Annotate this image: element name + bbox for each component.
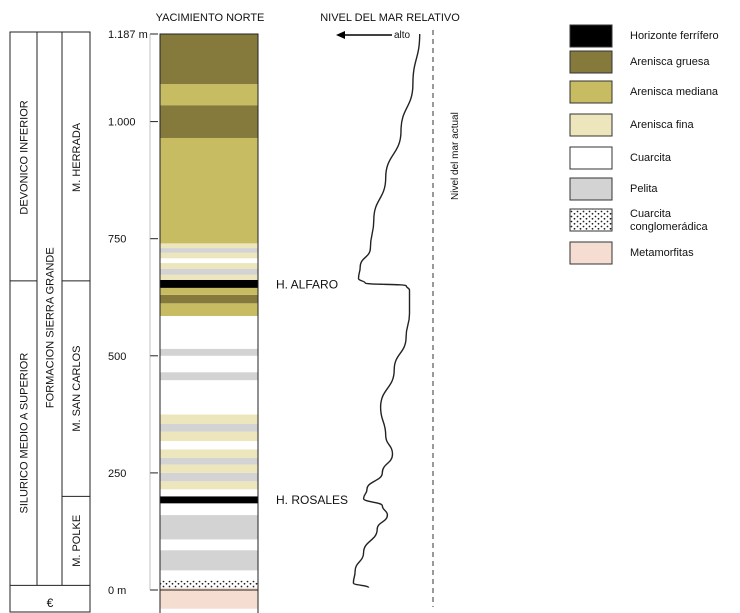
column-layer-arenisca-fina: [160, 449, 258, 458]
column-layer-pelita: [160, 457, 258, 465]
column-layer-arenisca-mediana: [160, 84, 258, 106]
legend-label: Pelita: [630, 183, 658, 195]
lithologic-column: [159, 33, 259, 613]
column-layer-arenisca-fina: [160, 243, 258, 249]
column-layer-arenisca-gruesa: [160, 34, 258, 85]
scale-tick-label: 0 m: [108, 585, 126, 597]
legend-swatch-arenisca-fina: [569, 113, 613, 137]
column-layer-horizonte-ferrifero: [160, 279, 258, 288]
horizon-markers: H. ALFARO H. ROSALES: [276, 278, 348, 507]
horizon-label: H. ALFARO: [276, 278, 338, 292]
legend-label: Arenisca mediana: [630, 86, 719, 98]
column-layer-pelita: [160, 550, 258, 571]
column-layer-arenisca-gruesa: [160, 294, 258, 304]
column-layer-pelita: [160, 423, 258, 432]
column-layer-arenisca-fina: [160, 414, 258, 424]
column-layer-cuarcita-conglomeradica: [160, 580, 258, 588]
column-layer-cuarcita: [160, 503, 258, 516]
column-layer-cuarcita: [160, 315, 258, 349]
legend-swatch-arenisca-mediana: [569, 80, 613, 104]
sea-level-title: NIVEL DEL MAR RELATIVO: [320, 12, 460, 24]
column-layer-pelita: [160, 372, 258, 381]
column-layer-cuarcita: [160, 380, 258, 415]
scale-tick-label: 750: [108, 234, 126, 246]
column-layer-cuarcita: [160, 441, 258, 450]
legend-label: Arenisca fina: [630, 119, 694, 131]
column-layer-pelita: [160, 248, 258, 253]
legend-label: Metamorfitas: [630, 247, 694, 259]
stratigraphy-panels: DEVONICO INFERIOR SILURICO MEDIO A SUPERI…: [9, 31, 91, 613]
column-outline: [159, 33, 259, 613]
formation-label: FORMACION SIERRA GRANDE: [45, 247, 57, 408]
column-layer-pelita: [160, 472, 258, 482]
column-layer-pelita: [160, 348, 258, 356]
legend-swatch-metamorfitas: [569, 241, 613, 265]
legend-label: Arenisca gruesa: [630, 56, 710, 68]
column-layer-arenisca-gruesa: [160, 105, 258, 138]
column-title: YACIMIENTO NORTE: [156, 12, 265, 24]
arrow-left-icon: [336, 31, 345, 39]
scale-tick-label: 1.187 m: [108, 29, 148, 41]
column-layer-cuarcita: [160, 539, 258, 551]
member-label: M. HERRADA: [71, 122, 83, 192]
column-layer-pelita: [160, 515, 258, 540]
column-layer-arenisca-mediana: [160, 287, 258, 295]
stratigraphy-frame: [9, 31, 91, 613]
column-layer-metamorfitas: [160, 587, 258, 609]
legend-label: Cuarcita: [630, 152, 672, 164]
legend-swatch-horizonte-ferrifero: [569, 24, 613, 48]
sea-level-curve: [352, 33, 421, 589]
legend-label: Cuarcita conglomerádica: [630, 208, 709, 233]
column-layer-arenisca-fina: [160, 274, 258, 280]
legend-swatch-cuarcita: [569, 146, 613, 170]
scale-tick-label: 1.000: [108, 117, 136, 129]
column-layer-arenisca-fina: [160, 252, 258, 259]
legend-swatch-pelita: [569, 177, 613, 201]
current-sea-level-label: Nivel del mar actual: [450, 112, 461, 200]
column-layer-arenisca-fina: [160, 263, 258, 269]
column-layer-arenisca-mediana: [160, 137, 258, 244]
member-label: M. POLKE: [71, 515, 83, 567]
scale-tick-label: 250: [108, 468, 126, 480]
column-layer-pelita: [160, 268, 258, 275]
depth-scale: 1.187 m 1.000 750 500 250 0 m: [108, 29, 158, 597]
legend: Horizonte ferrífero Arenisca gruesa Arenis…: [569, 24, 719, 265]
column-layer-horizonte-ferrifero: [160, 496, 258, 504]
column-layer-cuarcita: [160, 355, 258, 373]
legend-swatch-arenisca-gruesa: [569, 50, 613, 74]
column-layer-arenisca-mediana: [160, 303, 258, 316]
column-layer-cuarcita: [160, 570, 258, 581]
column-layer-arenisca-fina: [160, 481, 258, 490]
member-label: M. SAN CARLOS: [71, 345, 83, 431]
column-layer-arenisca-fina: [160, 431, 258, 442]
sea-level-panel: Nivel del mar actual alto: [336, 30, 461, 607]
column-layer-cuarcita: [160, 258, 258, 264]
column-layer-arenisca-fina: [160, 464, 258, 473]
scale-tick-label: 500: [108, 351, 126, 363]
period-label: DEVONICO INFERIOR: [19, 100, 31, 214]
legend-label: Horizonte ferrífero: [630, 30, 719, 42]
column-layer-cuarcita: [160, 489, 258, 497]
basement-label: €: [47, 596, 54, 610]
sea-high-label: alto: [394, 30, 411, 41]
period-label: SILURICO MEDIO A SUPERIOR: [19, 353, 31, 514]
horizon-label: H. ROSALES: [276, 493, 348, 507]
legend-swatch-cuarcita-conglomeradica: [569, 208, 613, 232]
